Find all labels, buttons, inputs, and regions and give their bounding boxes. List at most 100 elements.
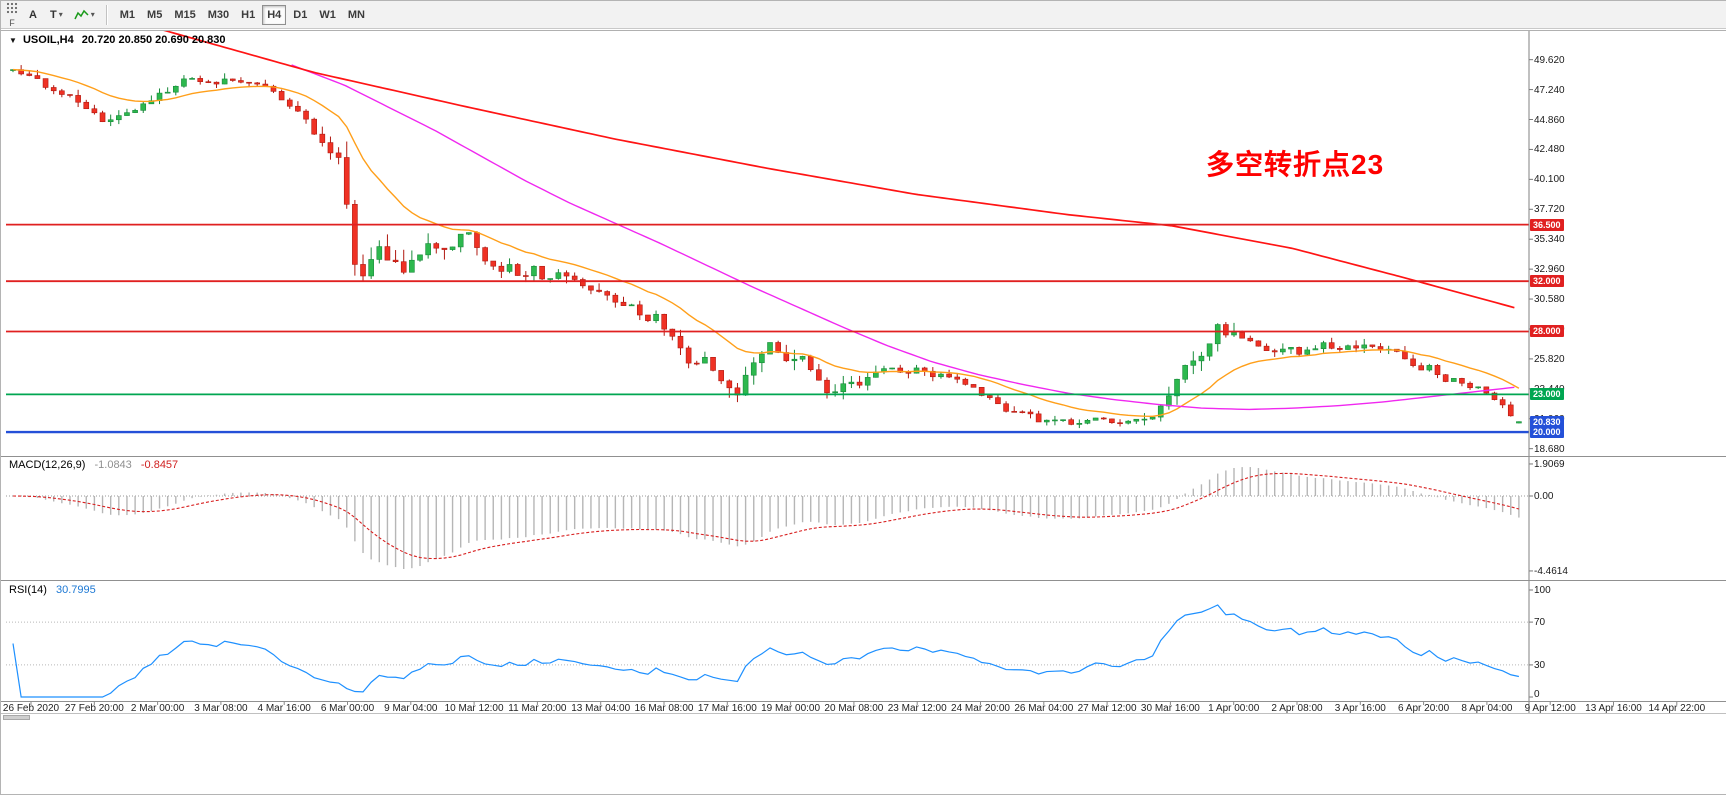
candle-body — [189, 78, 195, 80]
text-annotation-button[interactable]: A — [22, 5, 44, 25]
candle-body — [742, 374, 749, 396]
candle-body — [1157, 405, 1164, 418]
dropdown-triangle-icon[interactable]: ▼ — [9, 36, 17, 45]
macd-scale-label: 0.00 — [1534, 491, 1554, 502]
candle-body — [978, 387, 985, 396]
candle-body — [1068, 419, 1074, 425]
candle-body — [1239, 332, 1245, 339]
candle-body — [482, 247, 488, 262]
timeframe-button-m15[interactable]: M15 — [169, 5, 200, 25]
rsi-scale-label: 30 — [1534, 659, 1546, 671]
candle-body — [124, 112, 130, 116]
candle-body — [26, 73, 33, 76]
time-axis-label: 10 Mar 12:00 — [444, 703, 504, 714]
candle-body — [1149, 416, 1156, 420]
candle-body — [392, 259, 399, 262]
candle-body — [335, 152, 342, 158]
candle-body — [286, 99, 293, 107]
timeframe-button-mn[interactable]: MN — [343, 5, 370, 25]
price-level-badge: 28.000 — [1530, 325, 1564, 338]
price-tick-label: 37.720 — [1534, 204, 1565, 216]
candle-body — [173, 85, 179, 93]
candle-body — [42, 78, 49, 88]
time-axis-label: 9 Mar 04:00 — [384, 703, 438, 714]
time-axis-label: 2 Mar 00:00 — [130, 703, 185, 714]
candle-body — [400, 261, 407, 273]
candle-body — [221, 78, 228, 85]
candle-body — [360, 264, 366, 277]
candle-body — [799, 356, 806, 360]
timeframe-button-m1[interactable]: M1 — [115, 5, 140, 25]
t-button-label: T — [50, 8, 57, 21]
candle-body — [1296, 347, 1302, 355]
timeframe-button-h4[interactable]: H4 — [262, 4, 287, 25]
candle-body — [1345, 345, 1351, 350]
candle-body — [1418, 365, 1425, 371]
candle-body — [856, 381, 863, 386]
candle-body — [498, 265, 505, 272]
candle-body — [1499, 399, 1506, 406]
candle-body — [67, 94, 73, 96]
candle-body — [50, 87, 57, 92]
symbol-name: USOIL,H4 — [22, 34, 74, 46]
main-plot-group — [10, 31, 1522, 429]
timeframe-button-m30[interactable]: M30 — [203, 5, 234, 25]
candle-body — [1166, 395, 1172, 407]
candle-body — [466, 232, 472, 235]
candle-body — [531, 265, 537, 277]
candle-body — [840, 383, 847, 393]
candle-body — [270, 85, 277, 92]
candle-body — [767, 342, 773, 355]
price-tick-label: 18.680 — [1534, 443, 1565, 455]
time-axis-label: 9 Apr 12:00 — [1524, 703, 1576, 714]
candle-body — [197, 78, 204, 82]
candle-body — [433, 243, 440, 249]
candle-body — [506, 264, 513, 272]
candle-body — [514, 264, 521, 276]
time-axis-label: 11 Mar 20:00 — [508, 703, 567, 714]
toolbar: F A T ▾ ▾ M1 M5 M15 M30 H1 H4 D1 W1 MN — [1, 1, 1726, 29]
candle-body — [1459, 378, 1465, 384]
candle-body — [140, 103, 147, 111]
candle-body — [677, 335, 684, 349]
price-tick-label: 47.240 — [1534, 84, 1565, 96]
timeframe-button-m5[interactable]: M5 — [142, 5, 167, 25]
macd-indicator-label: MACD(12,26,9) -1.0843 -0.8457 — [9, 459, 178, 471]
scrollbar-thumb[interactable] — [3, 715, 30, 720]
timeframe-button-w1[interactable]: W1 — [314, 5, 341, 25]
candle-body — [1475, 386, 1481, 389]
rsi-scale-label: 0 — [1534, 689, 1540, 700]
time-axis-label: 24 Mar 20:00 — [951, 703, 1010, 714]
candle-body — [710, 356, 716, 371]
price-tick-label: 30.580 — [1534, 294, 1565, 306]
candle-body — [490, 260, 497, 267]
candle-body — [807, 356, 814, 371]
candle-body — [702, 356, 708, 364]
candle-body — [1109, 418, 1115, 424]
candle-body — [1263, 345, 1270, 351]
candle-body — [661, 313, 668, 330]
candle-body — [848, 381, 855, 385]
horizontal-scrollbar[interactable] — [1, 714, 1726, 721]
candle-body — [1100, 417, 1107, 420]
candle-body — [1312, 348, 1319, 351]
toolbar-handle[interactable]: F — [3, 1, 21, 29]
rsi-indicator-label: RSI(14) 30.7995 — [9, 584, 96, 596]
candle-body — [409, 259, 415, 273]
candle-body — [254, 82, 260, 85]
candle-body — [962, 378, 969, 385]
text-tool-button[interactable]: T ▾ — [45, 5, 68, 25]
timeframe-button-h1[interactable]: H1 — [236, 5, 260, 25]
indicators-button[interactable]: ▾ — [69, 5, 100, 25]
time-axis-label: 4 Mar 16:00 — [257, 703, 311, 714]
candle-body — [1084, 419, 1091, 424]
time-axis-label: 3 Apr 16:00 — [1334, 703, 1386, 714]
candle-body — [99, 112, 106, 123]
candle-body — [1011, 411, 1018, 413]
candle-body — [425, 243, 431, 256]
timeframe-button-d1[interactable]: D1 — [288, 5, 312, 25]
candle-body — [995, 397, 1001, 405]
candle-body — [1060, 419, 1066, 421]
